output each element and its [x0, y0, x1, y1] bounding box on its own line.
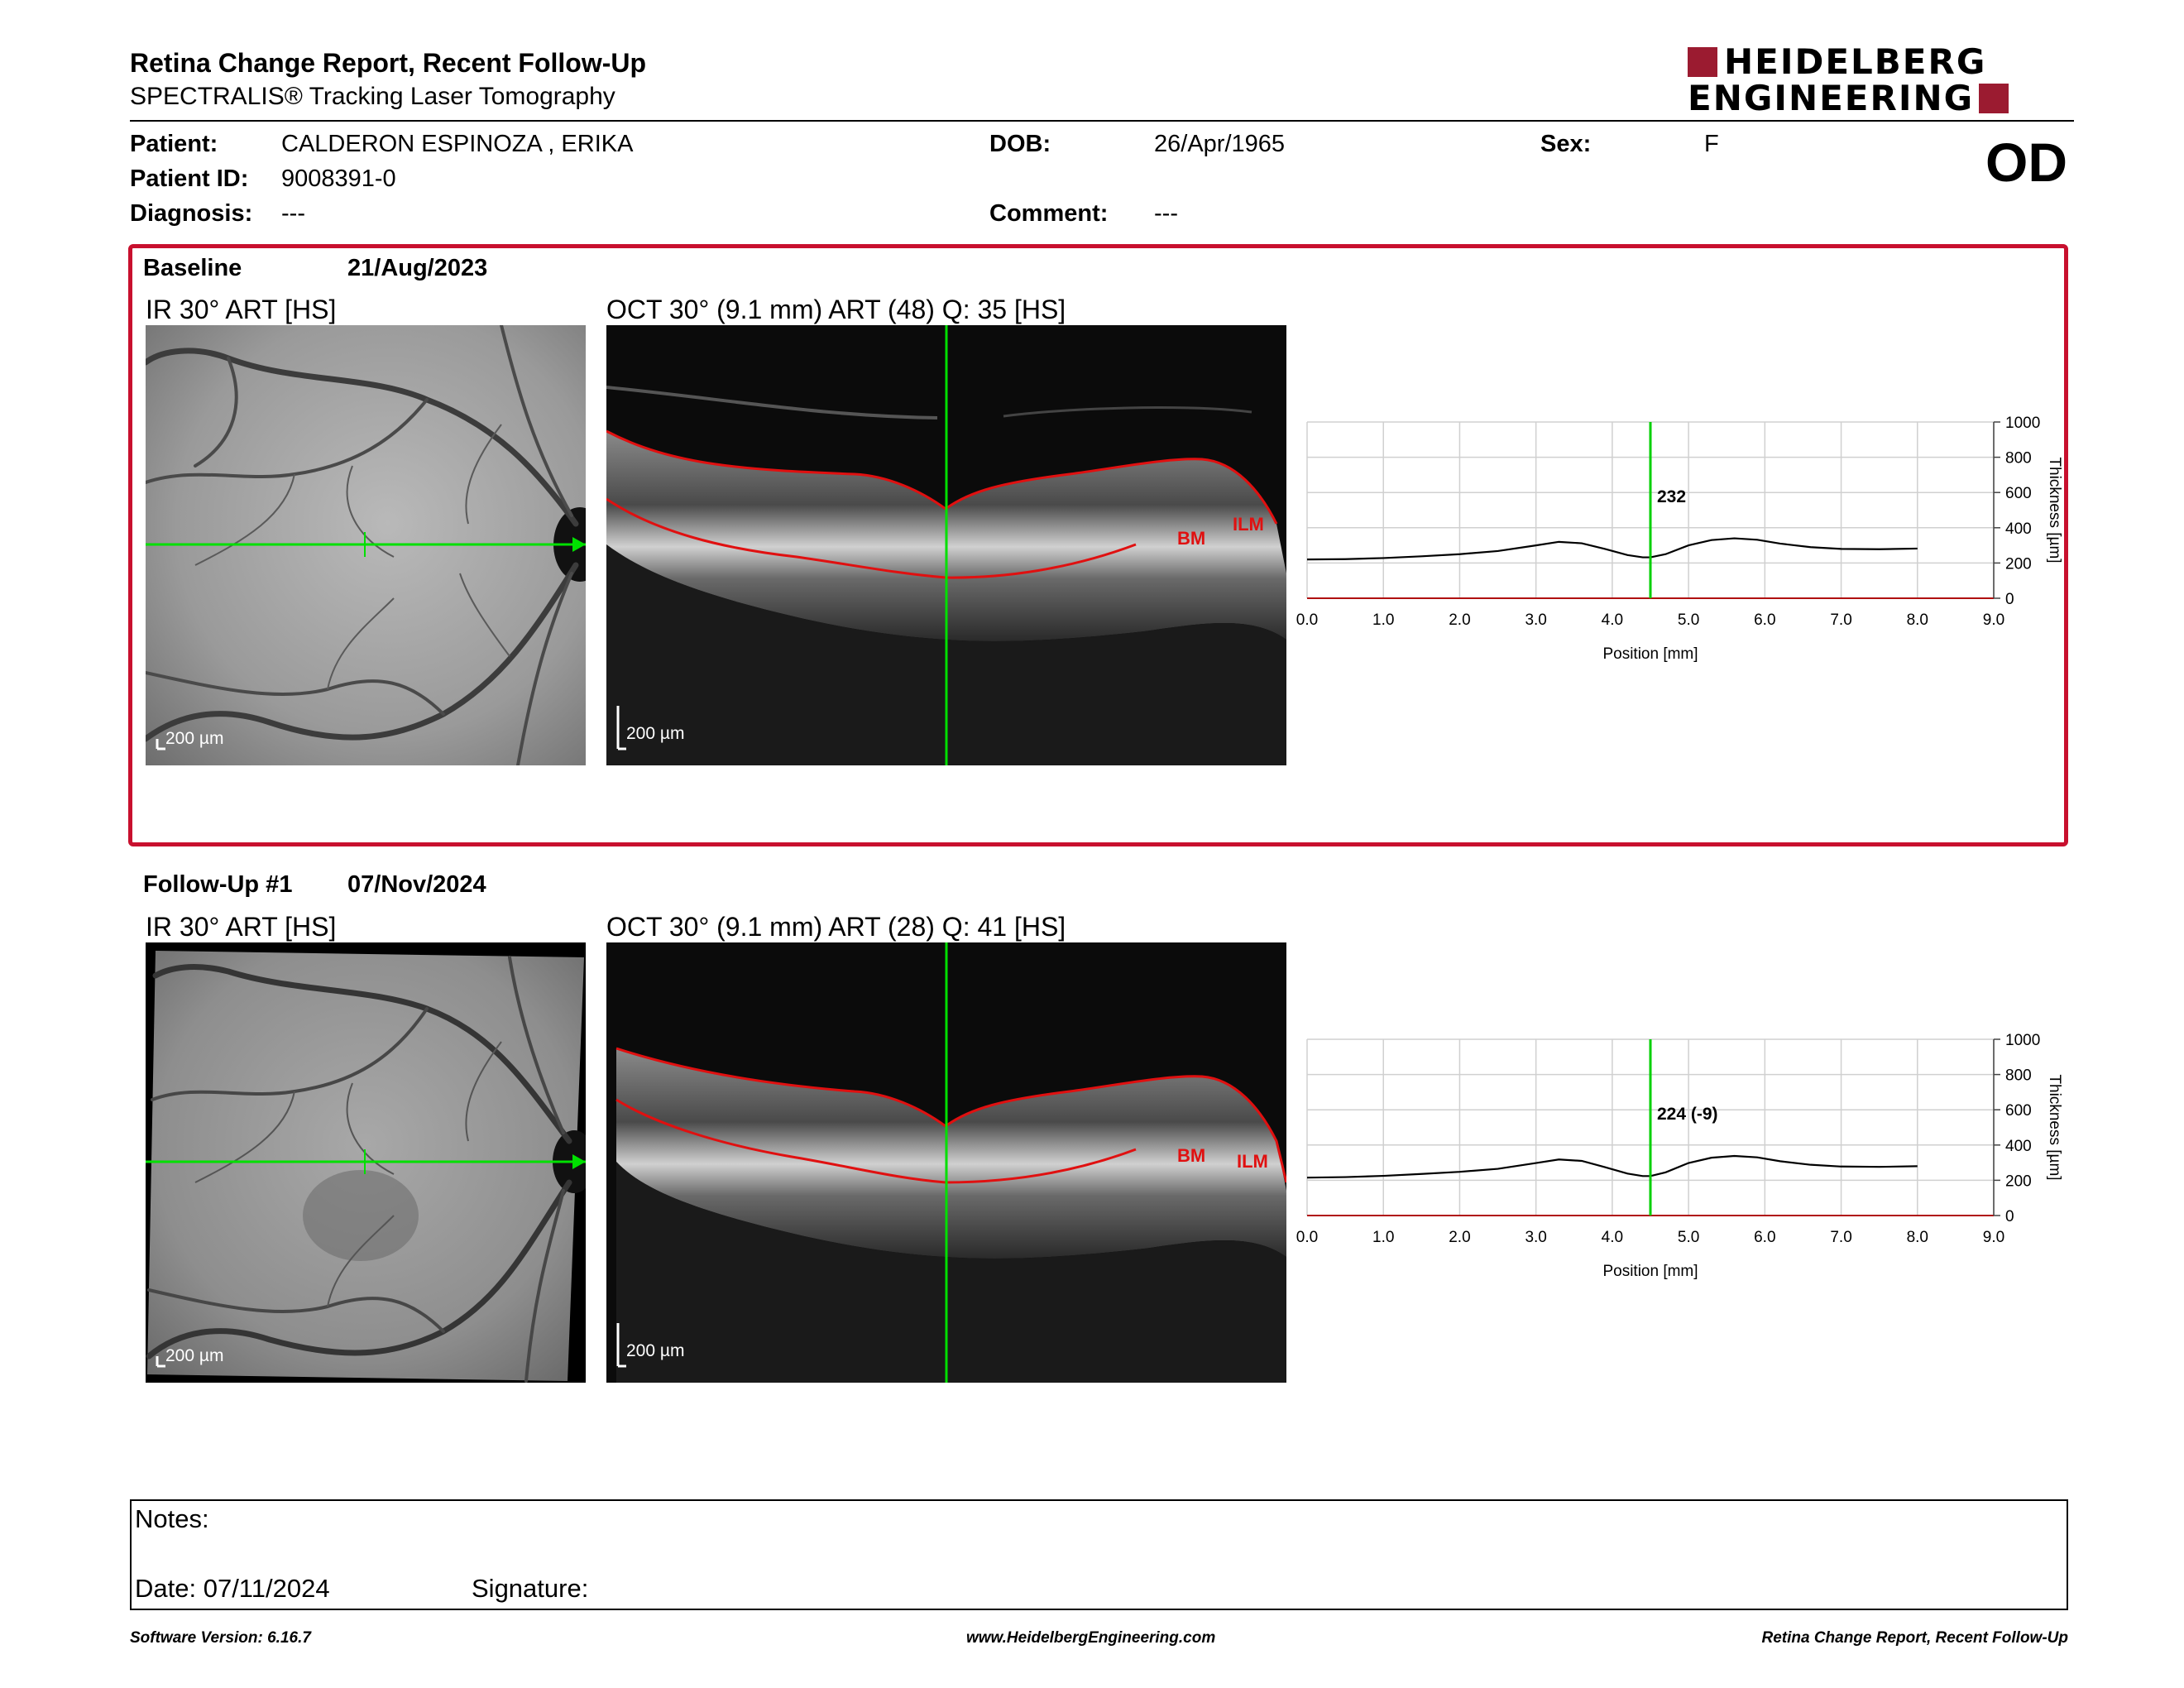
x-tick-label: 3.0	[1525, 611, 1546, 629]
y-tick-label: 200	[2005, 555, 2032, 573]
baseline-section-frame	[128, 244, 2068, 846]
baseline-thickness-chart: 0.0 1.0 2.0 3.0 4.0 5.0 6.0 7.0 8.0 9.00 200 400 600…	[1296, 415, 2063, 663]
x-tick-label: 2.0	[1449, 611, 1470, 629]
dob-label: DOB:	[989, 131, 1051, 157]
report-title: Retina Change Report, Recent Follow-Up	[130, 48, 647, 78]
x-tick-label: 4.0	[1602, 611, 1623, 629]
y-tick-label: 1000	[2005, 1032, 2040, 1049]
baseline-ir-caption: IR 30° ART [HS]	[146, 295, 337, 324]
x-axis-label: Position [mm]	[1602, 1263, 1698, 1280]
x-tick-label: 3.0	[1525, 1229, 1546, 1246]
heidelberg-logo: HEIDELBERG ENGINEERING	[1688, 45, 2076, 116]
baseline-ir-fundus-drawing	[146, 325, 586, 765]
x-tick-label: 5.0	[1678, 611, 1699, 629]
logo-line2: ENGINEERING	[1688, 78, 1975, 118]
patient-name: CALDERON ESPINOZA , ERIKA	[281, 131, 634, 157]
baseline-date: 21/Aug/2023	[347, 255, 488, 281]
x-tick-label: 7.0	[1830, 611, 1851, 629]
patient-id-label: Patient ID:	[130, 165, 249, 192]
y-axis-label: Thickness [µm]	[2046, 1074, 2063, 1180]
baseline-oct-scalebar: 200 µm	[626, 724, 685, 743]
thickness-series-line	[1306, 1154, 1918, 1179]
followup-oct-caption: OCT 30° (9.1 mm) ART (28) Q: 41 [HS]	[606, 912, 1066, 942]
x-tick-label: 6.0	[1754, 1229, 1775, 1246]
notes-label: Notes:	[135, 1504, 209, 1533]
logo-square-left	[1688, 47, 1717, 77]
followup-oct-scalebar: 200 µm	[626, 1341, 685, 1360]
thickness-series-line	[1306, 537, 1918, 561]
diagnosis-value: ---	[281, 200, 305, 227]
baseline-oct-caption: OCT 30° (9.1 mm) ART (48) Q: 35 [HS]	[606, 295, 1066, 324]
baseline-ir-fundus-image: 200 µm	[146, 325, 586, 765]
y-tick-label: 200	[2005, 1172, 2032, 1190]
x-tick-label: 9.0	[1983, 611, 2004, 629]
followup-ir-fundus-image: 200 µm	[146, 942, 586, 1383]
followup-ir-caption: IR 30° ART [HS]	[146, 912, 337, 942]
patient-id: 9008391-0	[281, 165, 396, 192]
footer-website[interactable]: www.HeidelbergEngineering.com	[966, 1629, 1216, 1647]
baseline-bm-label: BM	[1177, 528, 1206, 549]
y-tick-label: 400	[2005, 1138, 2032, 1155]
dob-value: 26/Apr/1965	[1154, 131, 1286, 157]
thickness-value-label: 232	[1657, 487, 1686, 506]
sex-value: F	[1704, 131, 1719, 157]
thickness-value-label: 224 (-9)	[1657, 1105, 1718, 1124]
x-tick-label: 8.0	[1907, 1229, 1928, 1246]
x-tick-label: 1.0	[1372, 611, 1394, 629]
signature-label: Signature:	[472, 1574, 589, 1603]
x-tick-label: 8.0	[1907, 611, 1928, 629]
y-tick-label: 0	[2005, 1208, 2014, 1225]
x-tick-label: 7.0	[1830, 1229, 1851, 1246]
y-tick-label: 1000	[2005, 415, 2040, 432]
followup-ir-scalebar: 200 µm	[165, 1346, 224, 1365]
baseline-oct-bscan-drawing	[606, 325, 1286, 765]
x-tick-label: 0.0	[1296, 1229, 1318, 1246]
followup-oct-bscan-drawing	[615, 942, 1286, 1383]
followup-ir-fundus-drawing	[146, 951, 586, 1383]
followup-bm-label: BM	[1177, 1145, 1206, 1166]
patient-name-label: Patient:	[130, 131, 218, 157]
x-tick-label: 1.0	[1372, 1229, 1394, 1246]
baseline-ir-scalebar: 200 µm	[165, 729, 224, 748]
baseline-oct-bscan-image: BM ILM 200 µm	[606, 325, 1286, 765]
baseline-ilm-label: ILM	[1233, 514, 1264, 535]
sex-label: Sex:	[1540, 131, 1592, 157]
y-tick-label: 600	[2005, 485, 2032, 502]
x-tick-label: 6.0	[1754, 611, 1775, 629]
followup-oct-bscan-image: BM ILM 200 µm	[606, 942, 1286, 1383]
y-tick-label: 400	[2005, 520, 2032, 538]
x-tick-label: 2.0	[1449, 1229, 1470, 1246]
eye-indicator: OD	[1985, 132, 2067, 193]
y-tick-label: 800	[2005, 1067, 2032, 1085]
notes-date: Date: 07/11/2024	[135, 1574, 330, 1603]
notes-box	[130, 1499, 2068, 1610]
comment-value: ---	[1154, 200, 1178, 227]
x-tick-label: 4.0	[1602, 1229, 1623, 1246]
comment-label: Comment:	[989, 200, 1109, 227]
diagnosis-label: Diagnosis:	[130, 200, 253, 227]
baseline-label: Baseline	[143, 255, 242, 281]
followup-ilm-label: ILM	[1237, 1151, 1268, 1172]
x-tick-label: 0.0	[1296, 611, 1318, 629]
y-tick-label: 800	[2005, 450, 2032, 468]
followup-thickness-chart: 0.0 1.0 2.0 3.0 4.0 5.0 6.0 7.0 8.0 9.00 200 400 600…	[1296, 1032, 2063, 1280]
x-tick-label: 5.0	[1678, 1229, 1699, 1246]
y-tick-label: 0	[2005, 591, 2014, 608]
footer-report-name: Retina Change Report, Recent Follow-Up	[1761, 1629, 2068, 1647]
y-tick-label: 600	[2005, 1102, 2032, 1120]
report-subtitle: SPECTRALIS® Tracking Laser Tomography	[130, 83, 615, 110]
logo-square-right	[1979, 84, 2009, 113]
logo-line1: HEIDELBERG	[1724, 41, 1987, 82]
followup-date: 07/Nov/2024	[347, 871, 486, 898]
x-axis-label: Position [mm]	[1602, 645, 1698, 663]
y-axis-label: Thickness [µm]	[2046, 457, 2063, 563]
followup-label: Follow-Up #1	[143, 871, 293, 898]
footer-software-version: Software Version: 6.16.7	[130, 1629, 311, 1647]
header-divider	[130, 120, 2074, 122]
x-tick-label: 9.0	[1983, 1229, 2004, 1246]
